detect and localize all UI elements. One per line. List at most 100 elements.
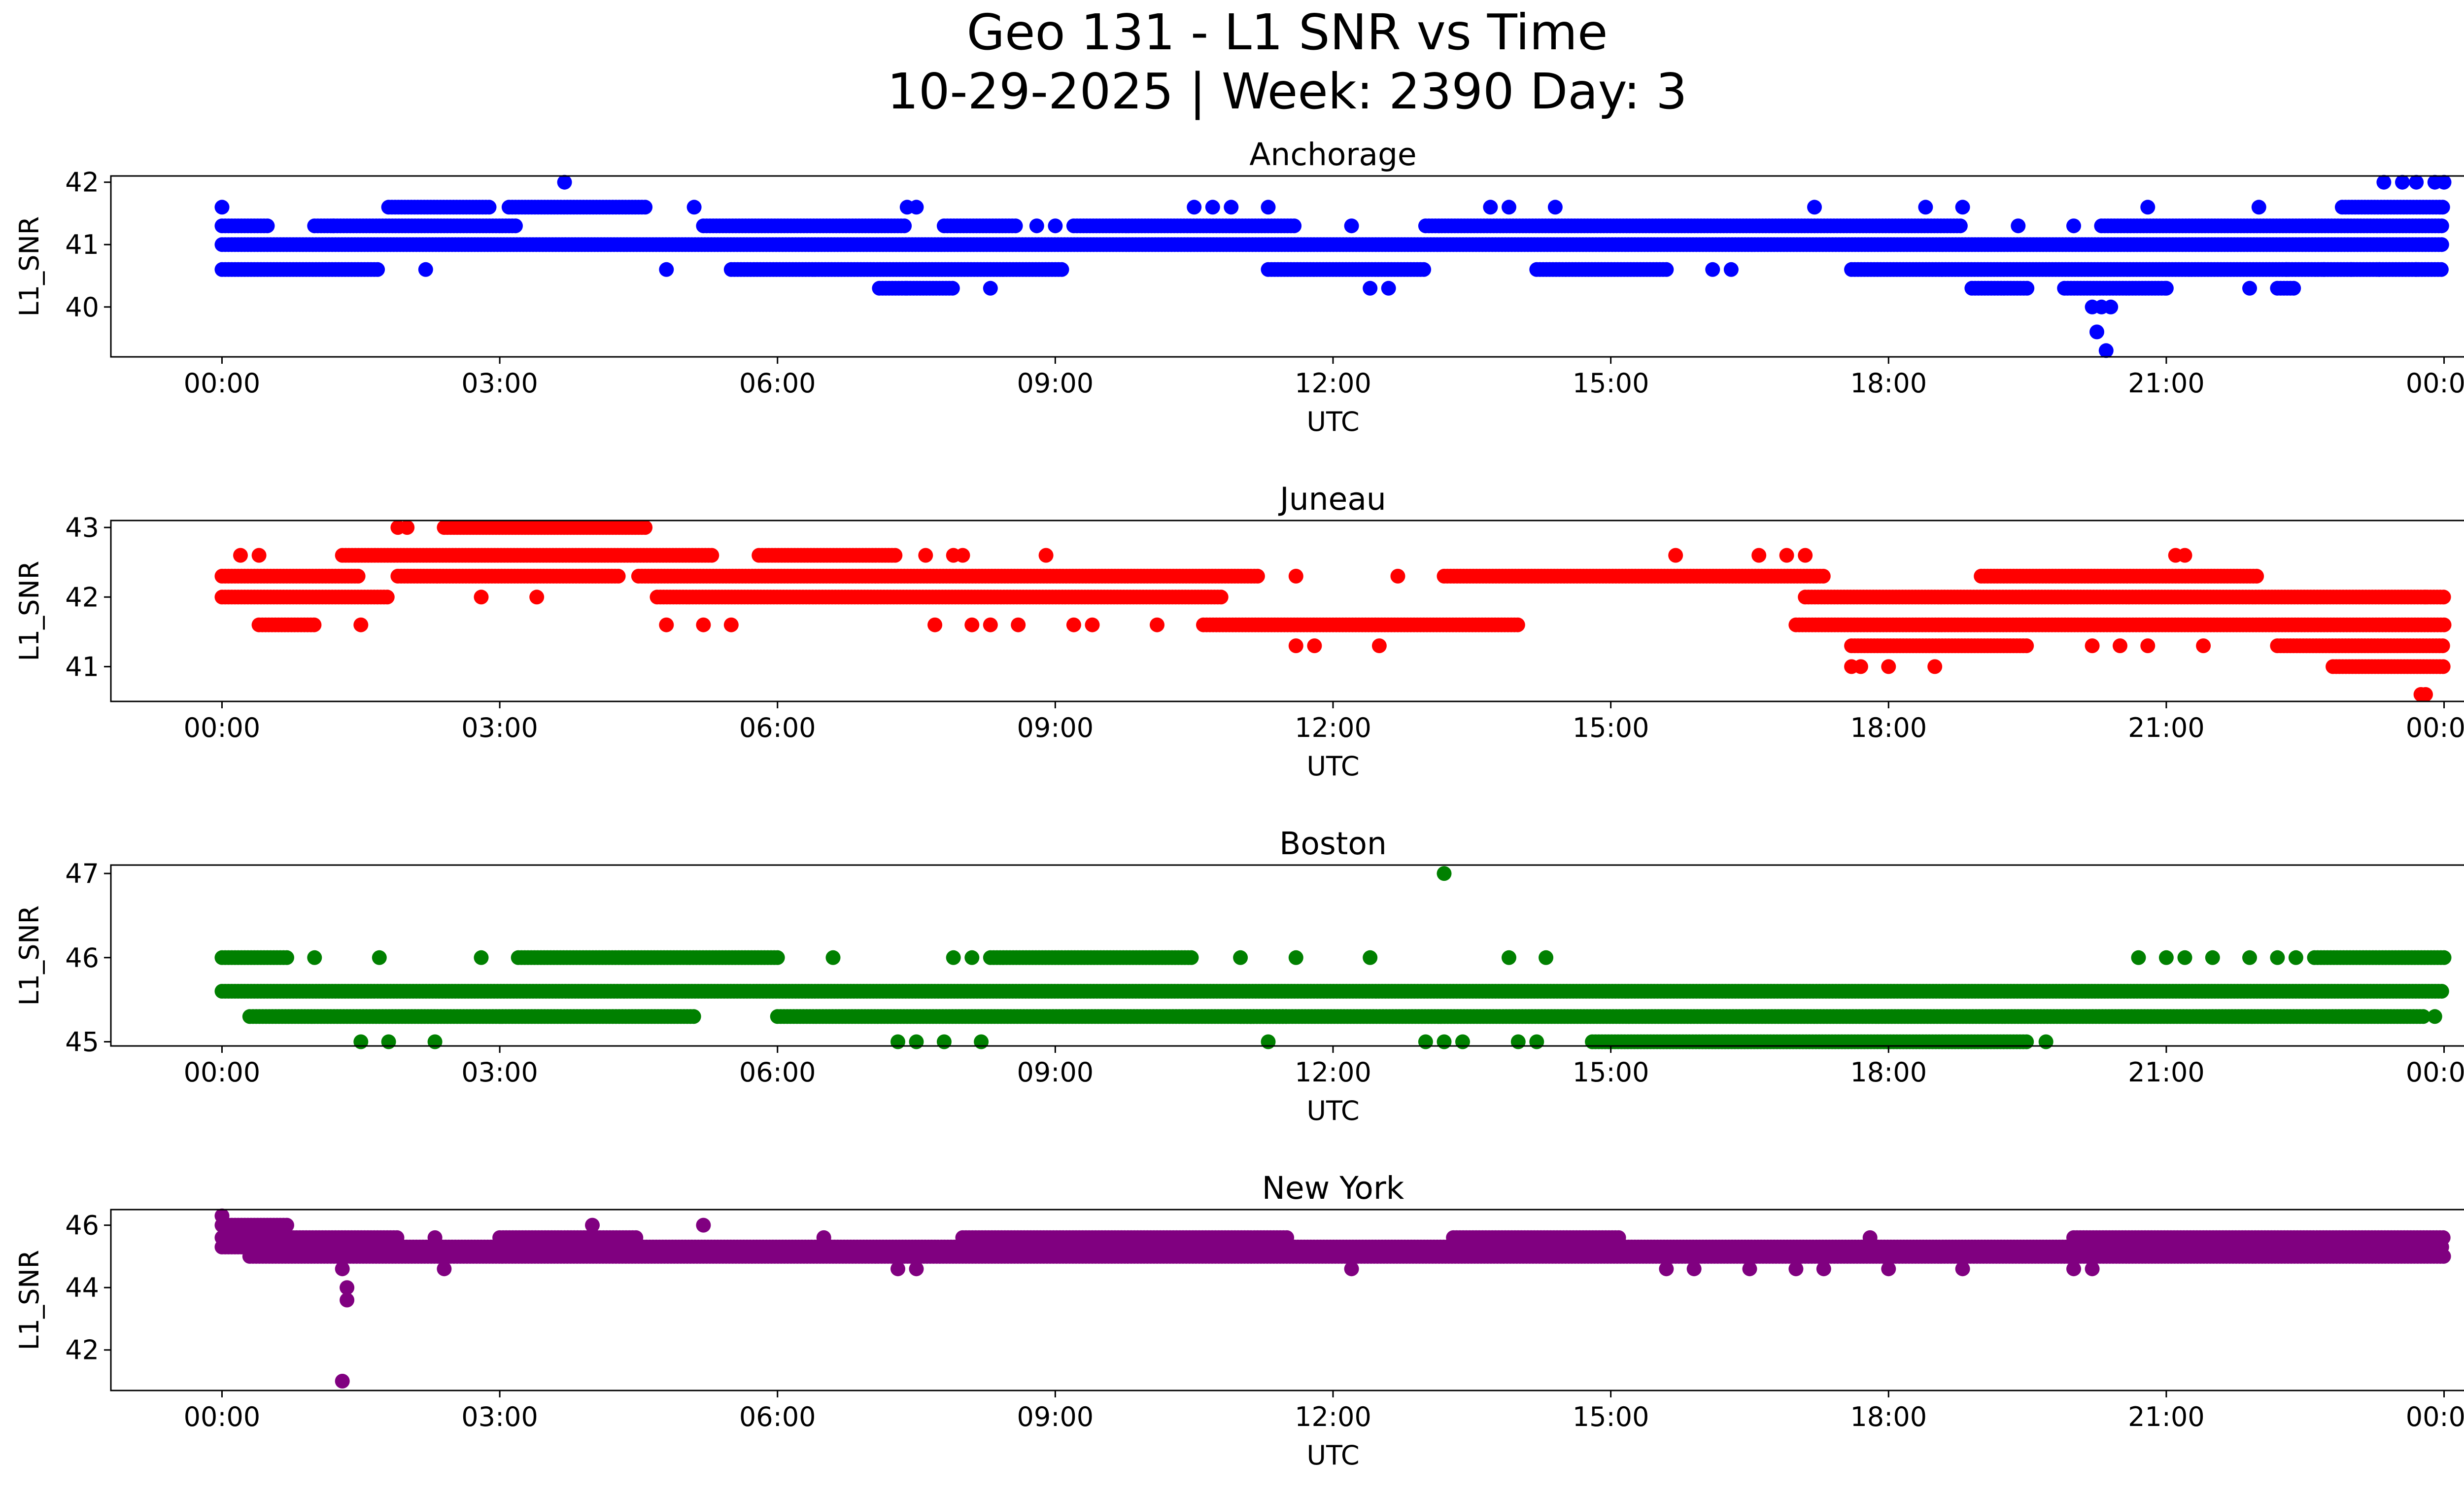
data-point <box>1807 200 1822 215</box>
y-tick-label: 40 <box>65 292 99 323</box>
data-point <box>1288 638 1303 654</box>
data-point <box>1288 568 1303 584</box>
x-tick-label: 21:00 <box>2128 368 2205 399</box>
y-tick-label: 42 <box>65 582 99 613</box>
data-point <box>2113 638 2127 654</box>
data-point <box>2435 659 2451 674</box>
data-point <box>2251 200 2266 215</box>
panel-title-juneau: Juneau <box>1278 481 1386 517</box>
data-point <box>481 200 497 215</box>
data-point <box>1008 218 1023 234</box>
data-point <box>2435 200 2450 215</box>
data-point <box>2434 218 2449 234</box>
data-point <box>1798 548 1813 563</box>
data-point <box>2177 548 2192 563</box>
data-point <box>2395 174 2410 190</box>
data-point <box>353 617 369 632</box>
data-point <box>2434 237 2449 252</box>
data-point <box>2085 638 2100 654</box>
data-point <box>2418 590 2433 605</box>
data-point <box>2249 568 2264 584</box>
data-point <box>964 617 980 632</box>
x-tick-label: 09:00 <box>1017 368 1094 399</box>
data-point <box>1390 568 1405 584</box>
data-point <box>251 548 267 563</box>
series-anchorage <box>214 174 2452 358</box>
data-point <box>1779 548 1794 563</box>
x-tick-label: 06:00 <box>739 368 816 399</box>
data-point <box>279 950 294 965</box>
data-point <box>1344 218 1359 234</box>
data-point <box>1853 659 1868 674</box>
data-point <box>1213 590 1229 605</box>
data-point <box>1668 548 1683 563</box>
data-point <box>1918 200 1933 215</box>
data-point <box>1307 638 1322 654</box>
data-point <box>1381 280 1396 296</box>
data-point <box>927 617 943 632</box>
data-point <box>2372 262 2387 277</box>
data-point <box>233 548 248 563</box>
data-point <box>2409 174 2424 190</box>
y-tick-label: 41 <box>65 229 99 260</box>
data-point <box>2158 280 2174 296</box>
data-point <box>1952 218 1968 234</box>
data-point <box>1038 548 1054 563</box>
data-point <box>909 200 924 215</box>
data-point <box>659 262 674 277</box>
data-point <box>918 548 933 563</box>
data-point <box>1250 568 1265 584</box>
data-point <box>1085 617 1100 632</box>
series-juneau <box>214 520 2452 702</box>
data-point <box>2316 262 2331 277</box>
data-point <box>2376 174 2392 190</box>
data-point <box>2436 174 2452 190</box>
data-point <box>2434 984 2449 999</box>
series-boston <box>214 866 2452 1049</box>
data-point <box>2019 280 2035 296</box>
x-tick-label: 09:00 <box>1017 712 1094 743</box>
data-point <box>260 218 275 234</box>
data-point <box>2066 218 2081 234</box>
data-point <box>2019 638 2034 654</box>
data-point <box>1287 218 1302 234</box>
data-point <box>1705 262 1720 277</box>
data-point <box>1371 638 1387 654</box>
data-point <box>2140 200 2156 215</box>
data-point <box>723 617 739 632</box>
x-tick-label: 00:00 <box>184 368 261 399</box>
data-point <box>2242 280 2257 296</box>
data-point <box>659 617 674 632</box>
data-point <box>325 218 341 234</box>
figure-title-line2: 10-29-2025 | Week: 2390 Day: 3 <box>887 63 1687 120</box>
y-tick-label: 41 <box>65 651 99 682</box>
data-point <box>1029 218 1044 234</box>
data-point <box>2436 617 2452 632</box>
x-axis-label: UTC <box>1306 406 1359 437</box>
data-point <box>1224 200 1239 215</box>
data-point <box>1261 200 1276 215</box>
y-axis-label: L1_SNR <box>14 216 45 317</box>
data-point <box>529 590 545 605</box>
data-point <box>1363 280 1378 296</box>
data-point <box>214 200 230 215</box>
x-tick-label: 12:00 <box>1295 368 1371 399</box>
data-point <box>474 590 489 605</box>
data-point <box>2435 638 2450 654</box>
data-point <box>1054 262 1069 277</box>
data-point <box>1483 200 1498 215</box>
data-point <box>1723 262 1739 277</box>
data-point <box>945 280 960 296</box>
data-point <box>370 262 385 277</box>
y-tick-label: 42 <box>65 167 99 198</box>
figure-title-line1: Geo 131 - L1 SNR vs Time <box>967 3 1608 61</box>
data-point <box>686 200 702 215</box>
data-point <box>888 548 903 563</box>
data-point <box>897 218 912 234</box>
data-point <box>1751 548 1767 563</box>
data-point <box>1547 200 1563 215</box>
